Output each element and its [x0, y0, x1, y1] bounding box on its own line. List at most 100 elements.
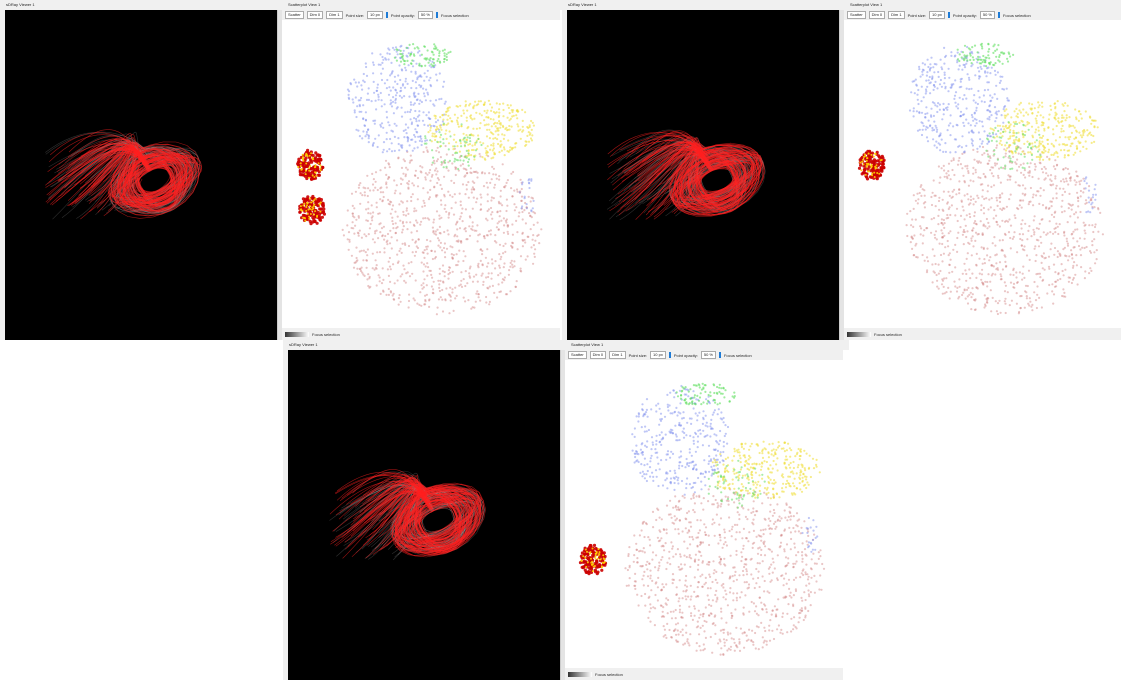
scatter-point — [493, 187, 495, 189]
y-dim-select[interactable]: Dim 1 — [888, 11, 904, 19]
point-opacity-input[interactable]: 50 % — [418, 11, 433, 19]
scatter-point — [685, 575, 687, 577]
scatter-point — [913, 208, 915, 210]
point-opacity-input[interactable]: 50 % — [980, 11, 995, 19]
point-opacity-slider[interactable] — [998, 12, 1000, 18]
scatter-point — [928, 79, 930, 81]
mode-select[interactable]: Scatter — [285, 11, 304, 19]
x-dim-select[interactable]: Dim 0 — [307, 11, 323, 19]
scatter-point — [700, 627, 702, 629]
scatter-point — [362, 118, 364, 120]
scatter-point — [491, 218, 493, 220]
point-size-input[interactable]: 10 px — [367, 11, 383, 19]
scatter-point — [397, 216, 399, 218]
scatter-plot[interactable] — [844, 20, 1121, 328]
point-opacity-slider[interactable] — [719, 352, 721, 358]
scatter-point — [532, 239, 534, 241]
focus-selection-toggle[interactable]: Focus selection — [1003, 13, 1031, 18]
y-dim-select[interactable]: Dim 1 — [609, 351, 625, 359]
scatter-point — [371, 100, 373, 102]
scatter-point — [971, 273, 973, 275]
flow-view[interactable] — [5, 10, 277, 340]
scatter-point — [486, 248, 488, 250]
scatter-point — [1041, 219, 1043, 221]
color-range[interactable] — [285, 332, 309, 337]
scatter-tab[interactable]: Scatterplot View 1 — [571, 342, 603, 347]
scatter-point — [477, 265, 479, 267]
point-opacity-input[interactable]: 50 % — [701, 351, 716, 359]
scatter-point — [1031, 304, 1033, 306]
x-dim-select[interactable]: Dim 0 — [869, 11, 885, 19]
scatter-point — [986, 248, 988, 250]
footer-focus-selection[interactable]: Focus selection — [874, 332, 902, 337]
scatter-point — [526, 135, 528, 137]
point-size-input[interactable]: 10 px — [929, 11, 945, 19]
scatter-point — [479, 122, 481, 124]
scatter-point — [965, 273, 967, 275]
scatter-point — [876, 172, 878, 174]
scatter-point — [959, 86, 961, 88]
scatter-point — [372, 238, 374, 240]
scatter-point — [379, 280, 381, 282]
scatter-point — [369, 189, 371, 191]
scatter-point — [965, 57, 967, 59]
scatter-point — [396, 60, 398, 62]
point-size-slider[interactable] — [948, 12, 950, 18]
scatter-point — [953, 189, 955, 191]
scatter-point — [1060, 130, 1062, 132]
scatter-point — [435, 167, 437, 169]
scatter-tab[interactable]: Scatterplot View 1 — [850, 2, 882, 7]
scatter-point — [443, 81, 445, 83]
scatter-point — [479, 155, 481, 157]
flow-view[interactable] — [567, 10, 839, 340]
scatter-point — [995, 215, 997, 217]
scatter-point — [1017, 184, 1019, 186]
scatter-point — [1000, 128, 1002, 130]
scatter-tab[interactable]: Scatterplot View 1 — [288, 2, 320, 7]
scatter-point — [509, 112, 511, 114]
scatter-point — [410, 101, 412, 103]
scatter-plot[interactable] — [282, 20, 560, 328]
point-opacity-slider[interactable] — [436, 12, 438, 18]
flow-tab[interactable]: sDRay Viewer 1 — [289, 342, 318, 347]
scatter-point — [968, 268, 970, 270]
scatter-point — [987, 190, 989, 192]
flow-tab[interactable]: sDRay Viewer 1 — [6, 2, 35, 7]
scatter-point — [716, 582, 718, 584]
scatter-point — [300, 162, 302, 164]
color-range[interactable] — [847, 332, 871, 337]
scatter-point — [453, 139, 455, 141]
mode-select[interactable]: Scatter — [847, 11, 866, 19]
y-dim-select[interactable]: Dim 1 — [326, 11, 342, 19]
scatter-point — [974, 240, 976, 242]
scatter-point — [943, 227, 945, 229]
footer-focus-selection[interactable]: Focus selection — [312, 332, 340, 337]
scatter-point — [1053, 264, 1055, 266]
scatter-point — [1003, 208, 1005, 210]
scatter-point — [367, 248, 369, 250]
point-size-slider[interactable] — [669, 352, 671, 358]
footer: Focus selection — [844, 329, 1121, 339]
scatter-point — [529, 215, 531, 217]
x-dim-select[interactable]: Dim 0 — [590, 351, 606, 359]
scatter-point — [476, 176, 478, 178]
point-size-input[interactable]: 10 px — [650, 351, 666, 359]
scatter-point — [416, 78, 418, 80]
focus-selection-toggle[interactable]: Focus selection — [724, 353, 752, 358]
focus-selection-toggle[interactable]: Focus selection — [441, 13, 469, 18]
scatter-point — [454, 297, 456, 299]
scatter-point — [948, 124, 950, 126]
flow-view[interactable] — [288, 350, 560, 680]
mode-select[interactable]: Scatter — [568, 351, 587, 359]
scatter-point — [1034, 145, 1036, 147]
scatter-point — [657, 577, 659, 579]
point-size-slider[interactable] — [386, 12, 388, 18]
flow-tab[interactable]: sDRay Viewer 1 — [568, 2, 597, 7]
scatter-point — [469, 134, 471, 136]
scatter-point — [984, 294, 986, 296]
scatter-plot[interactable] — [565, 360, 843, 668]
scatter-point — [314, 151, 317, 154]
scatter-point — [423, 263, 425, 265]
scatter-point — [936, 111, 938, 113]
scatter-point — [715, 590, 717, 592]
